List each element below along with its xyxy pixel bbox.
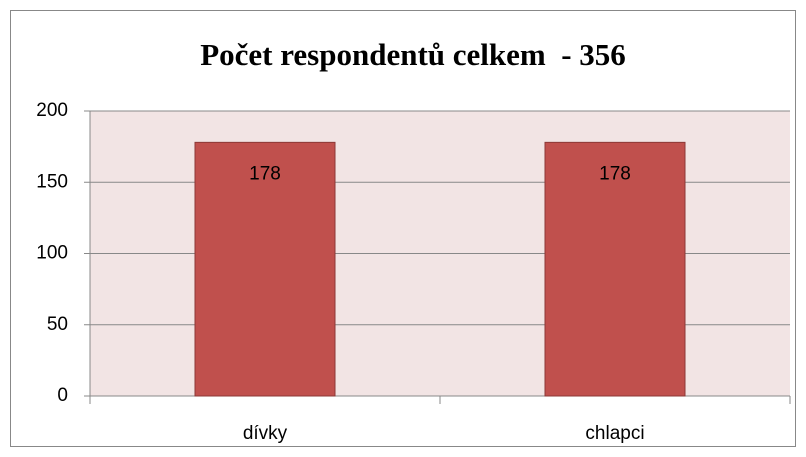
x-tick-label: chlapci [585, 423, 644, 444]
data-label: 178 [249, 163, 281, 184]
y-tick-label: 150 [36, 171, 68, 192]
y-tick-label: 0 [57, 385, 68, 406]
bar [544, 141, 686, 397]
y-tick-label: 50 [47, 314, 68, 335]
chart-title: Počet respondentů celkem - 356 [200, 37, 626, 72]
bar [194, 141, 336, 397]
y-tick-label: 100 [36, 243, 68, 264]
y-tick-label: 200 [36, 100, 68, 121]
x-tick-label: dívky [243, 423, 288, 444]
data-label: 178 [599, 163, 631, 184]
